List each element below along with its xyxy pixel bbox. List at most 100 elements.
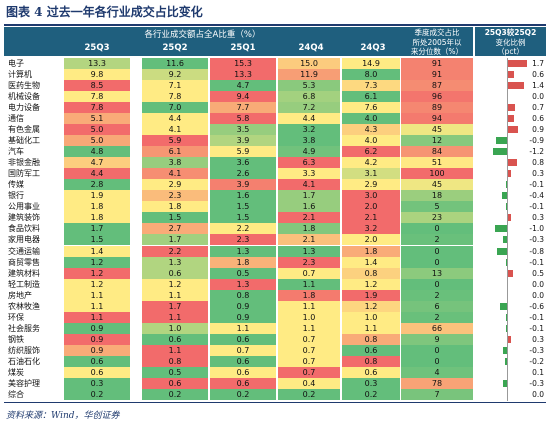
quarter-header-25Q2: 25Q2 [162, 43, 188, 53]
share-cell: 9.8 [64, 69, 130, 81]
industry-label: 环保 [8, 312, 24, 322]
share-cell: 1.4 [342, 256, 400, 268]
percentile-cell: 2 [401, 234, 473, 246]
change-value: 0.0 [532, 279, 544, 289]
share-cell: 4.4 [278, 113, 340, 125]
share-cell: 1.1 [342, 322, 400, 334]
share-cell: 4.4 [142, 113, 208, 125]
share-cell: 0.6 [210, 366, 276, 378]
share-cell: 0.6 [64, 366, 130, 378]
share-cell: 1.2 [342, 278, 400, 290]
percentile-header: 季度成交占比 所处2005年以 来分位数（%） [401, 27, 473, 56]
industry-label: 建筑装饰 [8, 213, 40, 223]
change-value: 0.0 [532, 290, 544, 300]
percentile-cell: 45 [401, 179, 473, 191]
change-value: -0.1 [529, 323, 544, 333]
change-value: 1.7 [532, 59, 544, 68]
share-cell: 2.9 [342, 179, 400, 191]
share-cell: 2.3 [278, 256, 340, 268]
quarter-header-24Q3: 24Q3 [360, 43, 386, 53]
share-cell: 5.0 [64, 135, 130, 147]
change-bar [507, 335, 511, 343]
industry-label: 汽车 [8, 147, 24, 157]
share-cell: 1.5 [210, 201, 276, 213]
share-cell: 7.6 [342, 102, 400, 114]
percentile-cell: 96 [401, 91, 473, 103]
change-value: -0.1 [529, 202, 544, 212]
industry-label: 医药生物 [8, 81, 40, 91]
share-cell: 0.6 [210, 355, 276, 367]
share-cell: 0.6 [342, 366, 400, 378]
share-cell: 13.3 [64, 58, 130, 70]
share-cell: 0.4 [278, 377, 340, 389]
share-cell: 13.3 [210, 69, 276, 81]
change-value: 0.6 [532, 114, 544, 124]
share-cell: 2.0 [342, 201, 400, 213]
share-cell: 2.9 [142, 179, 208, 191]
industry-label: 国防军工 [8, 169, 40, 179]
industry-label: 银行 [8, 191, 24, 201]
share-cell: 1.1 [210, 322, 276, 334]
share-cell: 1.7 [142, 234, 208, 246]
change-value: 0.3 [532, 213, 544, 223]
share-cell: 1.8 [64, 201, 130, 213]
change-bar [495, 225, 507, 233]
change-header-line1: 25Q3较25Q2 [484, 28, 537, 37]
change-value: -0.8 [529, 246, 544, 256]
share-cell: 1.6 [278, 201, 340, 213]
share-cell: 5.0 [64, 124, 130, 136]
share-cell: 0.6 [142, 333, 208, 345]
percentile-cell: 18 [401, 190, 473, 202]
change-bar [505, 258, 507, 266]
share-cell: 4.0 [342, 135, 400, 147]
change-bar [507, 126, 518, 134]
change-value: 0.0 [532, 389, 544, 399]
quarter-header-25Q1: 25Q1 [230, 43, 256, 53]
share-cell: 0.8 [210, 289, 276, 301]
change-value: -0.1 [529, 257, 544, 267]
share-cell: 5.3 [278, 80, 340, 92]
share-cell: 6.2 [342, 146, 400, 158]
industry-label: 机械设备 [8, 92, 40, 102]
percentile-cell: 23 [401, 212, 473, 224]
share-cell: 5.8 [210, 113, 276, 125]
share-cell: 1.1 [142, 311, 208, 323]
industry-label: 纺织服饰 [8, 345, 40, 355]
share-cell: 1.3 [210, 245, 276, 257]
share-cell: 1.9 [342, 289, 400, 301]
share-cell: 4.4 [64, 168, 130, 180]
change-value: 0.6 [532, 70, 544, 80]
share-cell: 8.0 [342, 69, 400, 81]
share-cell: 0.7 [278, 355, 340, 367]
change-bar [499, 302, 507, 310]
share-cell: 1.7 [64, 223, 130, 235]
share-cell: 11.6 [142, 58, 208, 70]
share-cell: 1.1 [64, 289, 130, 301]
share-cell: 1.3 [210, 278, 276, 290]
share-cell: 0.2 [342, 388, 400, 400]
share-cell: 9.4 [210, 91, 276, 103]
share-cell: 0.7 [278, 344, 340, 356]
percentile-cell: 5 [401, 201, 473, 213]
share-cell: 0.3 [342, 377, 400, 389]
share-cell: 1.8 [210, 256, 276, 268]
change-value: 0.5 [532, 268, 544, 278]
share-cell: 1.1 [64, 300, 130, 312]
share-cell: 0.6 [210, 333, 276, 345]
percentile-cell: 0 [401, 278, 473, 290]
share-cell: 1.6 [210, 190, 276, 202]
change-value: -0.3 [529, 378, 544, 388]
industry-label: 农林牧渔 [8, 301, 40, 311]
share-cell: 0.7 [278, 366, 340, 378]
industry-label: 食品饮料 [8, 224, 40, 234]
share-cell: 0.6 [142, 267, 208, 279]
share-cell: 7.8 [64, 102, 130, 114]
share-cell: 14.9 [342, 58, 400, 70]
share-header: 各行业成交额占全A比重（%） 25Q3 25Q2 25Q1 24Q4 24Q3 [4, 27, 401, 56]
share-cell: 1.2 [342, 300, 400, 312]
share-cell: 1.1 [278, 322, 340, 334]
share-cell: 4.7 [210, 80, 276, 92]
percentile-cell: 2 [401, 289, 473, 301]
share-cell: 4.8 [64, 146, 130, 158]
share-cell: 4.3 [342, 124, 400, 136]
